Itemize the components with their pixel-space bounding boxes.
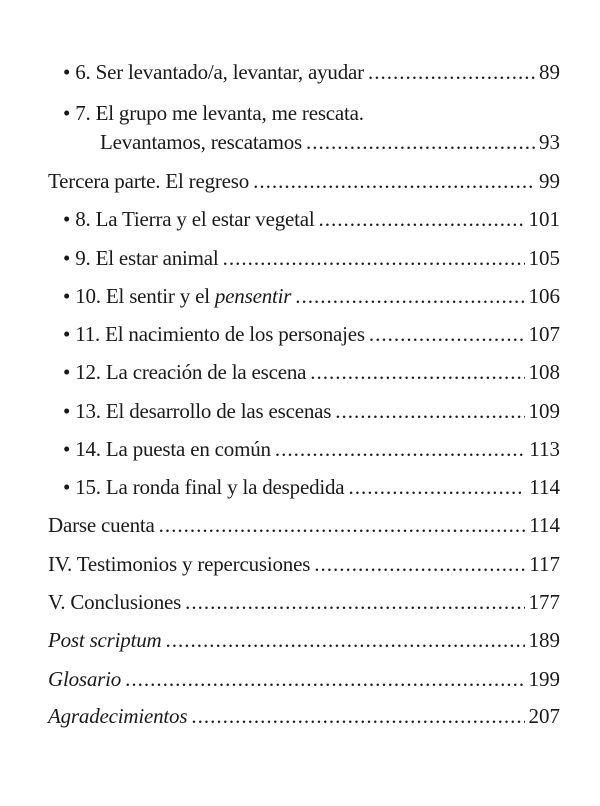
toc-entry: Darse cuenta 114 bbox=[48, 511, 560, 539]
leader-dots bbox=[319, 205, 525, 233]
entry-title: • 13. El desarrollo de las escenas bbox=[63, 399, 332, 423]
leader-dots bbox=[166, 626, 525, 654]
toc-entry: • 9. El estar animal 105 bbox=[63, 244, 560, 272]
leader-dots bbox=[125, 665, 524, 693]
toc-entry: IV. Testimonios y repercusiones 117 bbox=[48, 550, 560, 578]
entry-title: Levantamos, rescatamos bbox=[100, 130, 303, 154]
leader-dots bbox=[159, 511, 526, 539]
toc-entry: • 6. Ser levantado/a, levantar, ayudar 89 bbox=[63, 58, 560, 86]
page-number: 113 bbox=[529, 437, 560, 461]
leader-dots bbox=[223, 244, 525, 272]
entry-title: • 6. Ser levantado/a, levantar, ayudar bbox=[63, 60, 364, 84]
leader-dots bbox=[306, 128, 535, 156]
leader-dots bbox=[369, 320, 525, 348]
page-number: 106 bbox=[528, 284, 561, 308]
toc-entry: • 10. El sentir y el pensentir 106 bbox=[63, 282, 560, 310]
toc-entry: • 14. La puesta en común 113 bbox=[63, 435, 560, 463]
entry-title: Darse cuenta bbox=[48, 513, 155, 537]
leader-dots bbox=[185, 588, 524, 616]
leader-dots bbox=[348, 473, 525, 501]
toc-entry: • 13. El desarrollo de las escenas 109 bbox=[63, 397, 560, 425]
page-number: 114 bbox=[529, 513, 560, 537]
leader-dots bbox=[335, 397, 524, 425]
toc-entry: • 11. El nacimiento de los personajes 107 bbox=[63, 320, 560, 348]
page-number: 109 bbox=[528, 399, 561, 423]
page-number: 114 bbox=[529, 475, 560, 499]
leader-dots bbox=[310, 358, 524, 386]
entry-title: Agradecimientos bbox=[48, 704, 188, 728]
toc-entry: • 12. La creación de la escena 108 bbox=[63, 358, 560, 386]
toc-entry: • 15. La ronda final y la despedida 114 bbox=[63, 473, 560, 501]
entry-title: • 11. El nacimiento de los personajes bbox=[63, 322, 365, 346]
page-number: 93 bbox=[539, 130, 560, 154]
leader-dots bbox=[253, 167, 535, 195]
entry-title: • 14. La puesta en común bbox=[63, 437, 271, 461]
page-number: 99 bbox=[539, 169, 560, 193]
toc-entry: V. Conclusiones 177 bbox=[48, 588, 560, 616]
page-number: 89 bbox=[539, 60, 560, 84]
page-number: 189 bbox=[528, 628, 561, 652]
toc-entry: Levantamos, rescatamos 93 bbox=[100, 128, 560, 156]
entry-title-roman: • 10. El sentir y el bbox=[63, 284, 215, 308]
page-number: 108 bbox=[528, 360, 561, 384]
page-number: 117 bbox=[529, 552, 560, 576]
leader-dots bbox=[191, 702, 524, 730]
page-number: 199 bbox=[528, 667, 561, 691]
leader-dots bbox=[295, 282, 524, 310]
entry-title: • 7. El grupo me levanta, me rescata. bbox=[63, 101, 364, 125]
page-number: 101 bbox=[528, 207, 561, 231]
leader-dots bbox=[275, 435, 525, 463]
entry-title: IV. Testimonios y repercusiones bbox=[48, 552, 311, 576]
toc-entry: Tercera parte. El regreso 99 bbox=[48, 167, 560, 195]
entry-title: Post scriptum bbox=[48, 628, 162, 652]
entry-title: • 15. La ronda final y la despedida bbox=[63, 475, 345, 499]
entry-title: Glosario bbox=[48, 667, 122, 691]
toc-entry: • 7. El grupo me levanta, me rescata. bbox=[63, 99, 560, 127]
entry-title: • 12. La creación de la escena bbox=[63, 360, 307, 384]
entry-title: Tercera parte. El regreso bbox=[48, 169, 250, 193]
entry-title: • 9. El estar animal bbox=[63, 246, 219, 270]
entry-title: • 8. La Tierra y el estar vegetal bbox=[63, 207, 315, 231]
toc-entry: • 8. La Tierra y el estar vegetal 101 bbox=[63, 205, 560, 233]
entry-title: • 10. El sentir y el pensentir bbox=[63, 282, 291, 310]
toc-entry: Agradecimientos 207 bbox=[48, 702, 560, 730]
page-number: 107 bbox=[528, 322, 561, 346]
leader-dots bbox=[314, 550, 525, 578]
toc-entry: Glosario 199 bbox=[48, 665, 560, 693]
page-number: 207 bbox=[528, 704, 561, 728]
page-number: 105 bbox=[528, 246, 561, 270]
entry-title-italic: pensentir bbox=[214, 284, 292, 308]
toc-entry: Post scriptum 189 bbox=[48, 626, 560, 654]
leader-dots bbox=[368, 58, 535, 86]
page-number: 177 bbox=[528, 590, 561, 614]
entry-title: V. Conclusiones bbox=[48, 590, 182, 614]
